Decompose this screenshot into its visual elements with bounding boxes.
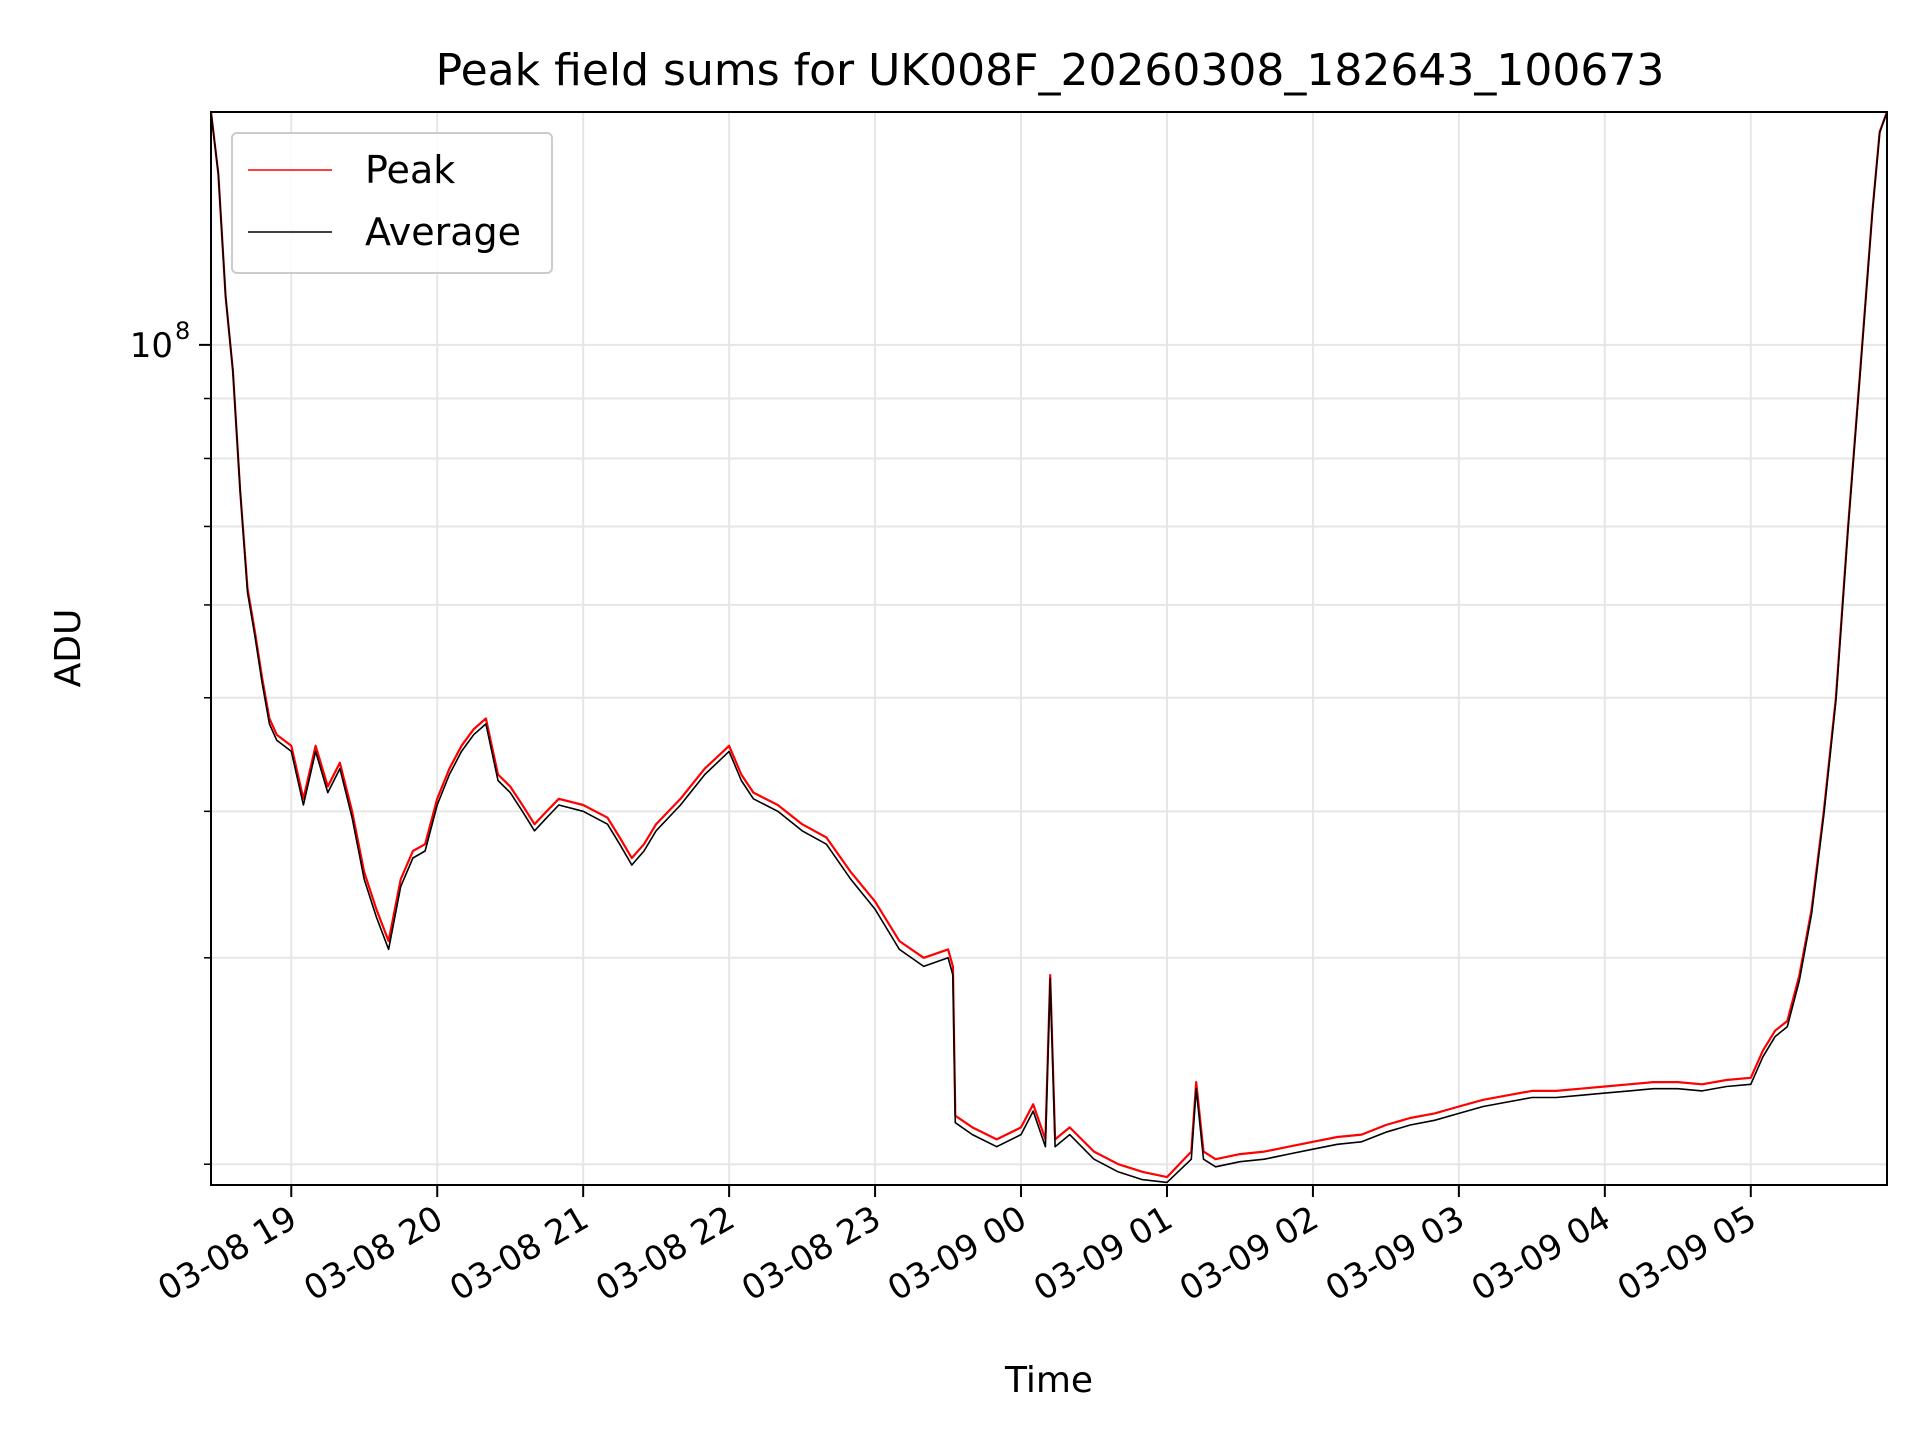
chart-title: Peak field sums for UK008F_20260308_1826… <box>436 45 1665 96</box>
y-tick-label-base: 10 <box>130 326 173 366</box>
y-axis-label: ADU <box>48 609 89 688</box>
series-line-peak <box>209 111 1889 1179</box>
legend-label-peak: Peak <box>365 148 455 192</box>
series-line-average <box>210 111 1888 1184</box>
series-lines <box>209 111 1889 1184</box>
plot-frame <box>210 111 1888 1186</box>
x-axis-label: Time <box>1004 1360 1093 1401</box>
legend-label-average: Average <box>365 210 521 254</box>
grid <box>211 112 1887 1185</box>
legend: Peak Average <box>231 132 553 274</box>
legend-box <box>231 132 553 274</box>
y-tick-label-exponent: 8 <box>175 317 190 345</box>
